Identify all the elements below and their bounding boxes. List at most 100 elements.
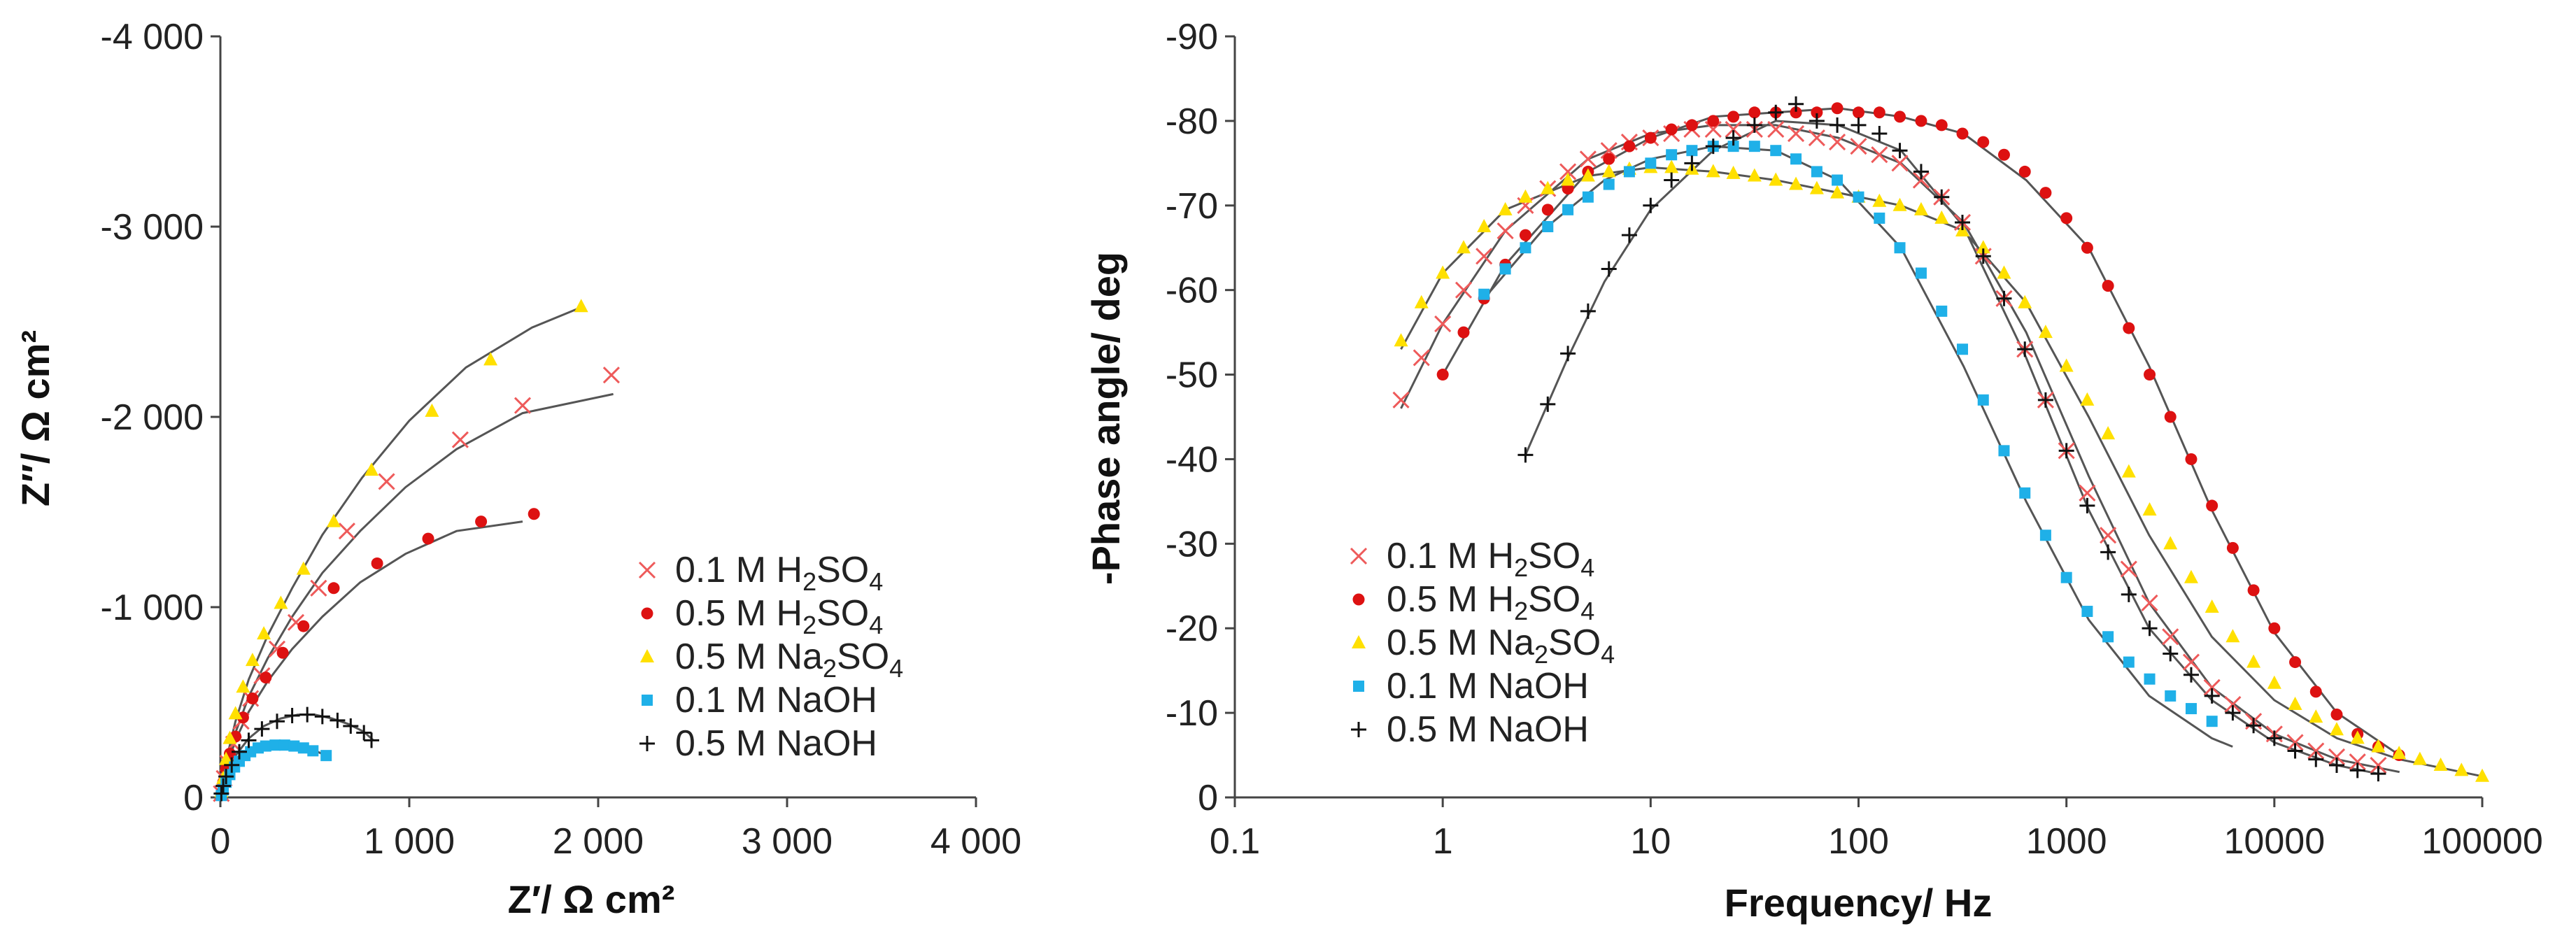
bode-data-point: [2226, 541, 2239, 554]
bode-x-axis-label: Frequency/ Hz: [1725, 881, 1993, 925]
bode-data-point: [1935, 119, 1948, 132]
bode-y-tick-label: 0: [1198, 778, 1218, 818]
bode-y-tick-label: -40: [1166, 439, 1218, 480]
bode-data-point: [2019, 487, 2031, 499]
nyquist-legend-marker: [641, 607, 653, 620]
nyquist-legend-item: 0.1 M NaOH: [642, 680, 877, 720]
bode-data-point: [2309, 709, 2323, 723]
bode-x-tick-label: 100000: [2421, 821, 2543, 862]
nyquist-legend-marker: [638, 561, 656, 579]
bode-data-point: [2163, 646, 2179, 662]
bode-data-point: [1520, 242, 1531, 254]
bode-data-point: [1519, 229, 1531, 241]
bode-data-point: [1727, 141, 1739, 152]
nyquist-data-point: [245, 653, 260, 667]
bode-data-point: [2100, 527, 2117, 544]
bode-data-point: [1767, 120, 1785, 138]
nyquist-data-point: [602, 367, 620, 384]
bode-data-point: [2081, 241, 2093, 254]
bode-data-point: [2370, 756, 2387, 774]
bode-data-point: [1977, 136, 1990, 148]
bode-data-point: [1996, 290, 2012, 306]
bode-data-point: [2059, 358, 2074, 372]
bode-data-point: [1874, 212, 1885, 224]
bode-data-point: [2349, 762, 2365, 779]
bode-y-tick-label: -20: [1166, 609, 1218, 649]
nyquist-data-point: [254, 721, 270, 737]
bode-data-point: [1830, 117, 1846, 133]
bode-data-point: [1706, 164, 1720, 178]
bode-legend-label: 0.5 M H2SO4: [1387, 579, 1594, 625]
bode-data-point: [1579, 150, 1597, 168]
bode-ticks: 0 -10 -20 -30 -40 -50 -60 -70 -80 -90 0.1 1 10 100 100…: [1166, 17, 2543, 862]
bode-data-point: [2165, 690, 2177, 702]
bode-data-point: [1894, 111, 1906, 123]
bode-data-point: [1746, 117, 1762, 133]
bode-data-point: [1726, 165, 1741, 179]
bode-data-point: [1436, 265, 1450, 279]
nyquist-legend-item: 0.5 M NaOH: [639, 723, 877, 764]
bode-data-point: [2308, 751, 2324, 767]
nyquist-data-point: [343, 718, 359, 734]
bode-fit-line: [1400, 166, 2483, 778]
bode-data-point: [1976, 240, 1990, 254]
bode-data-point: [2309, 685, 2322, 698]
nyquist-data-point: [276, 646, 289, 659]
bode-data-point: [1892, 143, 1908, 159]
bode-data-point: [1457, 326, 1470, 339]
nyquist-data-point: [364, 732, 379, 748]
nyquist-y-axis-label: Z″/ Ω cm²: [13, 330, 57, 506]
bode-legend-marker: [1351, 722, 1366, 737]
bode-data-point: [2206, 499, 2218, 512]
bode-y-axis-label: -Phase angle/ deg: [1084, 252, 1128, 585]
bode-data-point: [1455, 281, 1473, 299]
nyquist-data-point: [320, 750, 332, 762]
nyquist-data-point: [365, 462, 378, 476]
bode-data-point: [2017, 341, 2033, 357]
nyquist-data-point: [330, 712, 346, 728]
bode-data-point: [2102, 631, 2114, 643]
bode-data-point: [2370, 766, 2386, 782]
bode-data-point: [2060, 571, 2072, 583]
bode-data-point: [1787, 125, 1805, 143]
bode-data-point: [2100, 544, 2116, 560]
bode-data-point: [1790, 106, 1802, 119]
bode-x-tick-label: 10: [1630, 821, 1671, 862]
bode-legend-label: 0.1 M NaOH: [1387, 666, 1589, 706]
bode-data-point: [1664, 159, 1679, 173]
bode-data-point: [1664, 172, 1680, 188]
nyquist-ticks: 0 -1 000 -2 000 -3 000 -4 000 0 1 000 2 000 3 00…: [101, 17, 1022, 862]
nyquist-legend-label: 0.5 M NaOH: [675, 723, 877, 764]
bode-data-point: [1913, 201, 1928, 215]
bode-data-point: [1478, 288, 1490, 300]
bode-data-point: [1997, 148, 2010, 161]
bode-legend-label: 0.1 M H2SO4: [1387, 536, 1594, 582]
bode-data-point: [1562, 204, 1574, 215]
nyquist-fit-line: [219, 305, 583, 798]
bode-data-point: [1623, 140, 1636, 152]
bode-legend-item: 0.1 M NaOH: [1353, 666, 1589, 706]
bode-data-point: [1853, 106, 1864, 119]
bode-data-point: [1748, 141, 1760, 152]
bode-data-point: [1434, 315, 1452, 333]
bode-legend-marker: [1352, 635, 1366, 648]
nyquist-x-tick-label: 3 000: [742, 821, 833, 862]
nyquist-data-point: [222, 730, 237, 744]
nyquist-x-axis-label: Z′/ Ω cm²: [508, 877, 675, 921]
bode-data-point: [1394, 333, 1408, 347]
bode-data-point: [2058, 443, 2074, 459]
bode-data-point: [2018, 294, 2032, 308]
bode-data-point: [2039, 187, 2052, 199]
nyquist-legend-item: 0.5 M H2SO4: [641, 593, 883, 639]
bode-data-point: [2079, 484, 2096, 502]
bode-data-point: [2454, 762, 2469, 776]
nyquist-data-point: [232, 744, 247, 760]
nyquist-data-point: [327, 513, 341, 527]
nyquist-panel: 0 -1 000 -2 000 -3 000 -4 000 0 1 000 2 000 3 00…: [13, 17, 1021, 921]
bode-data-point: [1645, 157, 1657, 169]
bode-data-point: [1560, 346, 1576, 362]
bode-data-point: [2224, 695, 2242, 713]
nyquist-legend-marker: [642, 695, 653, 706]
bode-data-point: [1727, 111, 1740, 123]
